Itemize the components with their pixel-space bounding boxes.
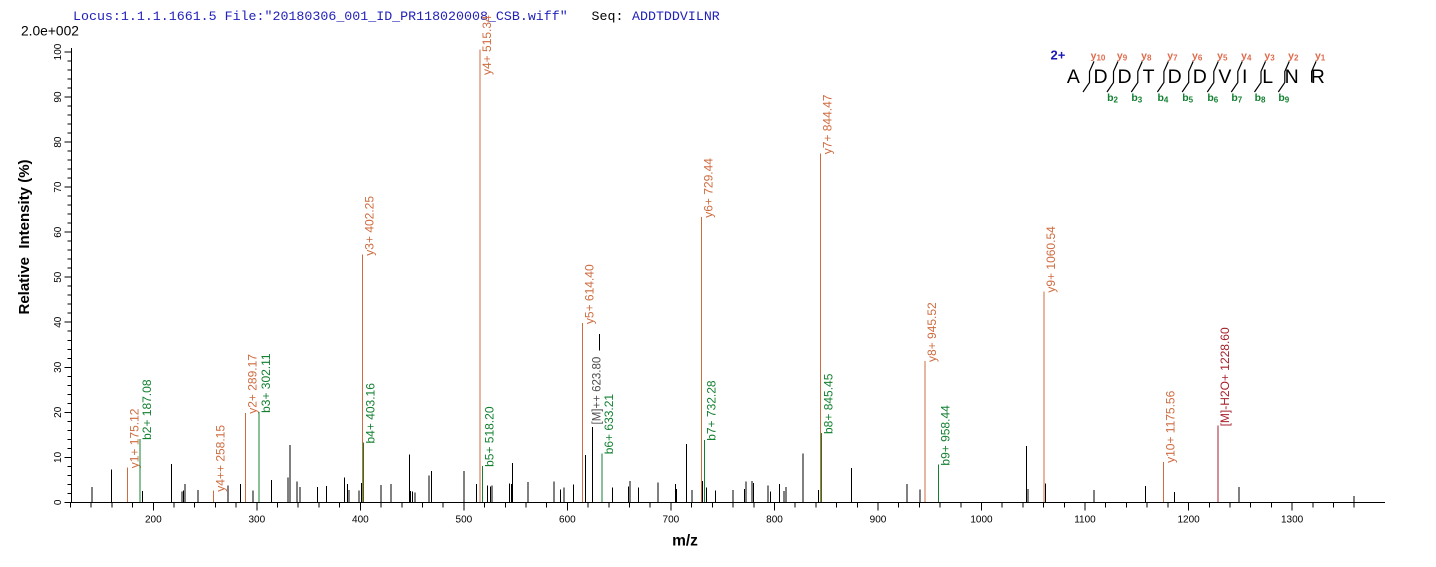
svg-text:y4+ 515.34: y4+ 515.34 [480, 15, 494, 75]
svg-text:y2: y2 [1288, 50, 1299, 63]
svg-text:ADDTDDVILNR: ADDTDDVILNR [632, 9, 720, 24]
svg-text:10: 10 [53, 451, 64, 463]
svg-text:y8+ 945.52: y8+ 945.52 [925, 302, 939, 362]
svg-text:b3+ 302.11: b3+ 302.11 [259, 353, 273, 413]
svg-text:300: 300 [248, 515, 265, 526]
svg-text:b2+ 187.08: b2+ 187.08 [140, 379, 154, 440]
svg-text:1100: 1100 [1074, 515, 1096, 526]
svg-text:200: 200 [145, 515, 162, 526]
svg-text:D: D [1118, 66, 1132, 88]
svg-text:y8: y8 [1141, 50, 1152, 63]
svg-text:y1+ 175.12: y1+ 175.12 [128, 408, 142, 468]
svg-text:V: V [1218, 66, 1231, 88]
svg-text:y6+ 729.44: y6+ 729.44 [701, 158, 715, 218]
svg-text:y5+ 614.40: y5+ 614.40 [582, 264, 596, 324]
svg-text:400: 400 [352, 515, 369, 526]
svg-text:60: 60 [53, 226, 64, 238]
svg-text:b2: b2 [1107, 92, 1118, 105]
svg-text:100: 100 [53, 43, 64, 60]
svg-text:0: 0 [53, 499, 64, 505]
svg-text:y1: y1 [1315, 50, 1326, 63]
svg-text:m/z: m/z [672, 533, 698, 550]
svg-text:N: N [1285, 66, 1299, 88]
svg-text:y3: y3 [1264, 50, 1275, 63]
svg-text:b8+ 845.45: b8+ 845.45 [822, 373, 836, 434]
svg-text:b8: b8 [1255, 92, 1266, 105]
svg-text:b7+ 732.28: b7+ 732.28 [704, 380, 718, 441]
svg-text:b9+ 958.44: b9+ 958.44 [939, 405, 953, 466]
svg-text:y6: y6 [1192, 50, 1203, 63]
svg-text:b7: b7 [1231, 92, 1242, 105]
svg-text:Locus:1.1.1.1661.5 File:"20180: Locus:1.1.1.1661.5 File:"20180306_001_ID… [73, 9, 568, 24]
svg-text:I: I [1242, 66, 1247, 88]
svg-text:y9+ 1060.54: y9+ 1060.54 [1044, 226, 1058, 293]
svg-text:b9: b9 [1278, 92, 1289, 105]
svg-text:Relative Intensity (%): Relative Intensity (%) [16, 159, 33, 314]
svg-text:2.0e+002: 2.0e+002 [21, 24, 79, 39]
svg-text:500: 500 [456, 515, 473, 526]
svg-text:70: 70 [53, 181, 64, 193]
svg-text:[M]++ 623.80: [M]++ 623.80 [592, 357, 604, 425]
svg-text:600: 600 [559, 515, 576, 526]
svg-text:R: R [1311, 66, 1325, 88]
svg-text:D: D [1168, 66, 1182, 88]
svg-text:y10: y10 [1091, 50, 1106, 63]
svg-text:1000: 1000 [970, 515, 993, 526]
svg-text:b4+ 403.16: b4+ 403.16 [364, 383, 378, 444]
svg-text:y3+ 402.25: y3+ 402.25 [363, 196, 377, 256]
svg-text:D: D [1094, 66, 1108, 88]
svg-text:y5: y5 [1217, 50, 1228, 63]
svg-text:y2+ 289.17: y2+ 289.17 [246, 354, 260, 414]
svg-text:20: 20 [53, 406, 64, 418]
svg-text:Seq:: Seq: [592, 9, 624, 24]
svg-text:2+: 2+ [1051, 48, 1066, 63]
svg-text:[M]-H2O+ 1228.60: [M]-H2O+ 1228.60 [1218, 327, 1232, 426]
svg-text:D: D [1193, 66, 1207, 88]
svg-text:80: 80 [53, 136, 64, 148]
svg-text:40: 40 [53, 316, 64, 328]
svg-text:30: 30 [53, 361, 64, 373]
svg-text:700: 700 [663, 515, 680, 526]
svg-text:y7+ 844.47: y7+ 844.47 [821, 94, 835, 154]
svg-text:y10+ 1175.56: y10+ 1175.56 [1163, 390, 1177, 463]
svg-text:T: T [1143, 66, 1155, 88]
svg-text:A: A [1067, 66, 1080, 88]
svg-text:b4: b4 [1157, 92, 1168, 105]
svg-text:50: 50 [53, 271, 64, 283]
svg-text:90: 90 [53, 91, 64, 103]
svg-text:y4++ 258.15: y4++ 258.15 [214, 425, 228, 492]
svg-text:1200: 1200 [1177, 515, 1200, 526]
svg-text:b3: b3 [1131, 92, 1142, 105]
svg-text:1300: 1300 [1281, 515, 1304, 526]
svg-text:y7: y7 [1167, 50, 1178, 63]
svg-text:y4: y4 [1241, 50, 1252, 63]
svg-text:b6: b6 [1207, 92, 1218, 105]
svg-text:800: 800 [766, 515, 783, 526]
svg-text:L: L [1262, 66, 1273, 88]
svg-text:b5+ 518.20: b5+ 518.20 [483, 406, 497, 467]
svg-text:b5: b5 [1182, 92, 1193, 105]
svg-text:900: 900 [870, 515, 887, 526]
svg-text:y9: y9 [1117, 50, 1128, 63]
svg-text:b6+ 633.21: b6+ 633.21 [602, 394, 616, 455]
